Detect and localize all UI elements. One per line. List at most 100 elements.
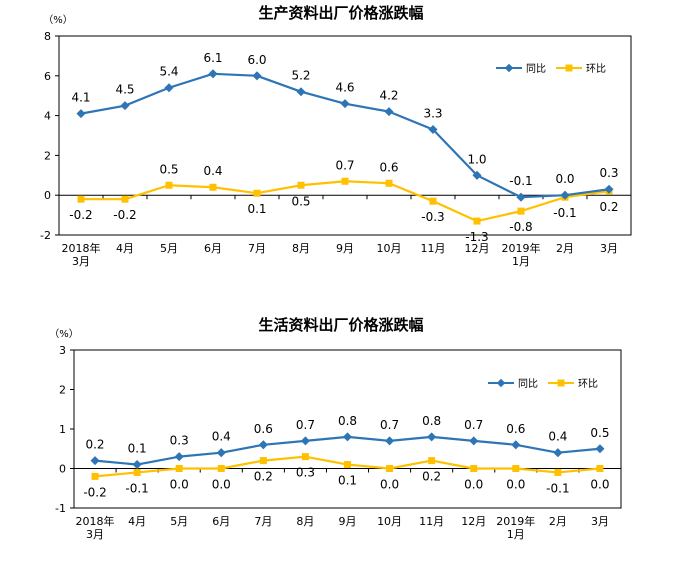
data-label-yoy: 4.5 [115, 83, 134, 97]
data-label-mom: 0.1 [247, 202, 266, 216]
data-label-mom: 0.2 [254, 470, 273, 484]
x-tick-label: 2019年 [502, 241, 541, 255]
y-tick-label: 6 [44, 70, 51, 83]
x-tick-label: 4月 [128, 515, 146, 528]
y-tick-label: -2 [40, 229, 51, 242]
data-label-yoy: 0.7 [296, 418, 315, 432]
data-label-mom: 0.5 [159, 162, 178, 176]
data-label-yoy: 0.8 [422, 414, 441, 428]
data-label-yoy: 0.7 [380, 418, 399, 432]
x-tick-label: 11月 [419, 515, 444, 528]
data-label-yoy: 4.1 [71, 91, 90, 105]
data-label-mom: 0.0 [380, 478, 399, 492]
data-label-yoy: 1.0 [467, 152, 486, 166]
data-label-mom: 0.0 [590, 478, 609, 492]
data-point-mom [473, 217, 481, 225]
data-label-yoy: -0.1 [509, 174, 532, 188]
data-point-mom [470, 465, 478, 472]
data-label-mom: 0.2 [422, 470, 441, 484]
chart-title: 生活资料出厂价格涨跌幅 [258, 316, 423, 334]
data-point-yoy [174, 452, 184, 462]
data-point-mom [253, 189, 261, 197]
data-label-mom: 0.1 [338, 474, 357, 488]
data-point-mom [517, 207, 525, 215]
x-tick-label: 7月 [248, 242, 266, 255]
data-label-yoy: 0.7 [464, 418, 483, 432]
data-label-yoy: 4.2 [379, 89, 398, 103]
data-label-mom: 0.4 [203, 164, 222, 178]
x-tick-label: 10月 [377, 242, 402, 255]
legend-label: 环比 [578, 378, 598, 390]
x-tick-label: 3月 [591, 515, 609, 528]
data-label-yoy: 0.5 [590, 426, 609, 440]
data-label-mom: 0.0 [212, 478, 231, 492]
data-point-yoy [258, 440, 268, 450]
x-tick-label-line2: 3月 [86, 528, 104, 541]
data-point-yoy [164, 83, 174, 93]
x-tick-label: 6月 [204, 242, 222, 255]
plot-frame [58, 35, 632, 236]
data-label-mom: -0.2 [69, 208, 92, 222]
legend-marker-mom [557, 379, 565, 387]
data-point-yoy [90, 456, 100, 466]
legend-marker-yoy [496, 378, 506, 388]
data-point-mom [175, 465, 183, 472]
x-tick-label: 10月 [377, 515, 402, 528]
data-label-mom: 0.0 [506, 478, 525, 492]
data-point-mom [217, 465, 225, 472]
data-label-yoy: 0.3 [599, 166, 618, 180]
x-tick-label-line2: 1月 [512, 255, 530, 268]
data-label-mom: -0.2 [113, 208, 136, 222]
data-point-yoy [516, 192, 526, 202]
data-label-mom: -0.1 [546, 481, 569, 495]
data-label-yoy: 0.2 [85, 438, 104, 452]
y-tick-label: 3 [59, 344, 66, 357]
legend: 同比 环比 [496, 63, 606, 75]
y-tick-label: 1 [59, 423, 66, 436]
data-point-yoy [252, 71, 262, 81]
y-tick-label: 4 [44, 110, 51, 123]
data-label-mom: -0.2 [83, 485, 106, 499]
data-label-mom: 0.2 [599, 200, 618, 214]
data-point-mom [429, 197, 437, 205]
legend-marker-mom [565, 64, 573, 72]
data-point-yoy [553, 448, 563, 458]
chart-title: 生产资料出厂价格涨跌幅 [258, 4, 423, 22]
data-point-mom [512, 465, 520, 472]
data-label-mom: 0.0 [170, 478, 189, 492]
data-point-mom [259, 457, 267, 465]
x-tick-label: 8月 [296, 515, 314, 528]
data-point-yoy [340, 99, 350, 109]
data-label-mom: -0.8 [509, 220, 532, 234]
data-label-yoy: 5.2 [291, 69, 310, 83]
data-label-yoy: 0.1 [128, 442, 147, 456]
x-tick-label: 8月 [292, 242, 310, 255]
data-point-mom [554, 468, 562, 476]
data-label-mom: 0.6 [379, 160, 398, 174]
data-label-yoy: 5.4 [159, 65, 178, 79]
data-point-yoy [342, 432, 353, 442]
x-tick-label: 2018年 [62, 241, 101, 255]
data-point-mom [165, 181, 173, 189]
y-tick-label: 0 [59, 463, 66, 476]
data-point-mom [596, 465, 604, 472]
data-point-mom [77, 195, 85, 203]
y-tick-label: -1 [55, 502, 66, 515]
x-tick-label: 11月 [421, 242, 446, 255]
data-point-yoy [296, 87, 306, 97]
data-point-yoy [76, 109, 86, 119]
data-point-mom [121, 195, 129, 203]
data-point-mom [341, 177, 349, 185]
data-label-yoy: 3.3 [423, 107, 442, 121]
data-point-mom [344, 461, 351, 469]
data-label-yoy: 0.4 [212, 430, 231, 444]
data-point-mom [133, 468, 141, 476]
y-tick-label: 2 [59, 384, 66, 397]
y-tick-label: 2 [44, 149, 51, 162]
data-point-mom [209, 183, 217, 191]
data-point-yoy [120, 101, 130, 111]
data-point-yoy [132, 460, 142, 470]
data-label-mom: 0.5 [291, 194, 310, 208]
